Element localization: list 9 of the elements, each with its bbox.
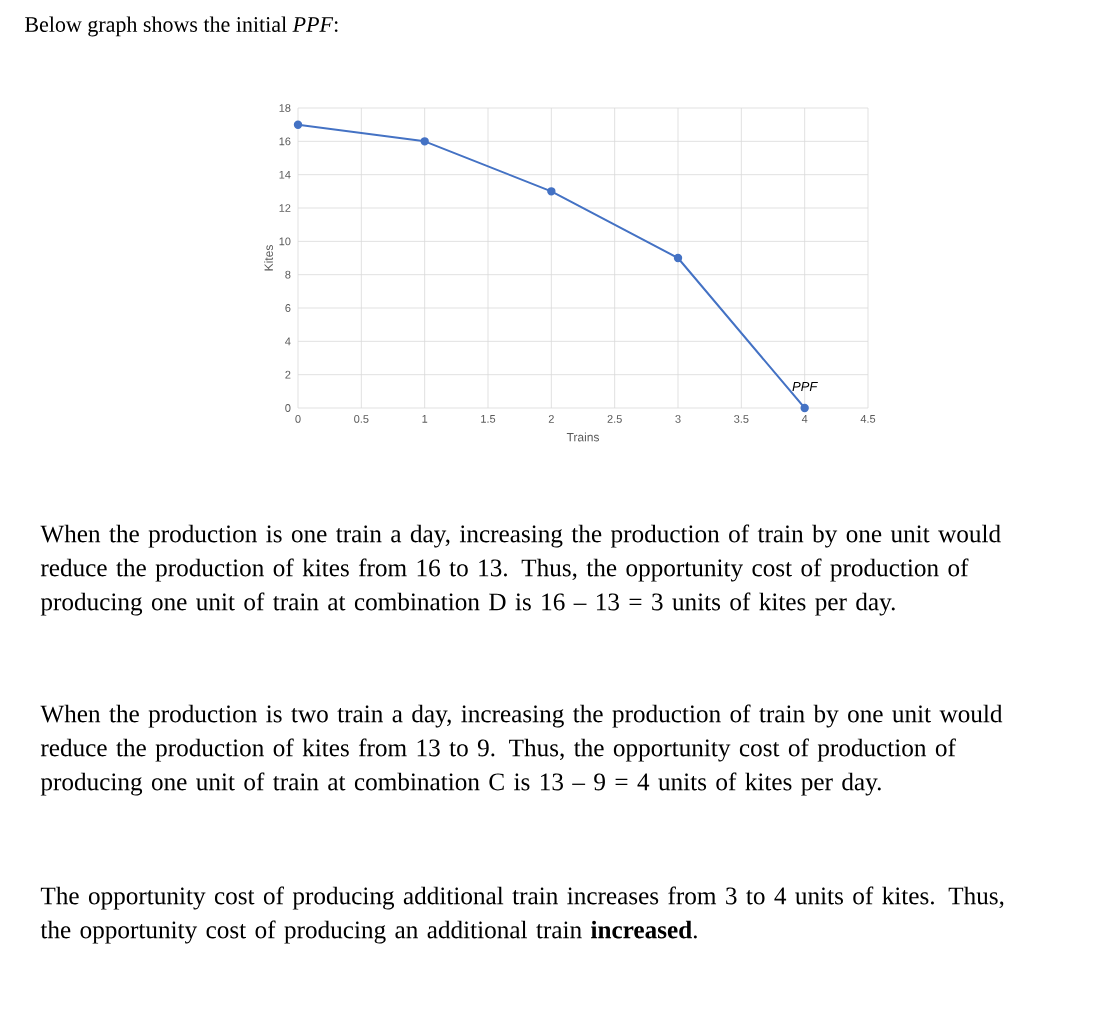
point (293, 120, 303, 129)
point (673, 253, 683, 263)
text: When the production is one train a day, increasing the production of train by one unit would reduce the production of kites from 16 to 13. Thus, the opportunity cost of production of producing one unit of train at combination D is 16 – 13 = 3 units of kites per day. (40, 524, 1001, 616)
point (800, 403, 809, 413)
point (420, 137, 429, 146)
text: The opportunity cost of producing additional train increases from 3 to 4 units of kites. Thus, the opportunity cost of producing an additional train increased. (40, 886, 1004, 944)
text: When the production is two train a day, increasing the production of train by one unit would reduce the production of kites from 13 to 9. Thus, the opportunity cost of production of producing one unit of train at combination C is 13 – 9 = 4 units of kites per day. (40, 704, 1003, 796)
point (547, 187, 556, 196)
chart-title: Below graph shows the initial PPF: (25, 16, 338, 37)
